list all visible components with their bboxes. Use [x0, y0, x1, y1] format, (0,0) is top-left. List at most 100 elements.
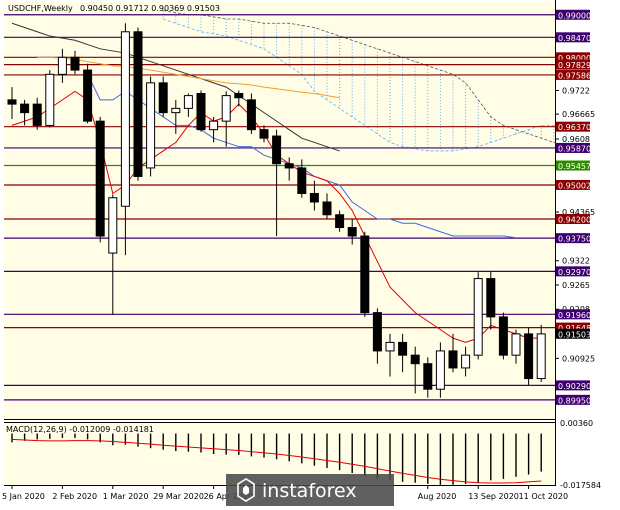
candle — [234, 90, 244, 107]
level-badge — [556, 142, 590, 153]
candle — [133, 27, 143, 181]
price-tick-label: 0.9322 — [562, 257, 590, 266]
ichimoku-cloud — [162, 10, 567, 152]
level-badge-label: 0.99000 — [558, 11, 591, 20]
level-badge-label: 0.98470 — [558, 34, 591, 43]
candle-body-bull — [108, 197, 118, 254]
time-tick-label: 5 Jan 2020 — [2, 492, 45, 501]
level-badge-label: 0.94200 — [558, 216, 591, 225]
candle-body-bear — [158, 82, 168, 114]
candle — [536, 324, 546, 382]
candle-body-bull — [385, 341, 395, 352]
cloud-span-b — [163, 18, 567, 152]
candle-body-bull — [45, 73, 55, 126]
candle-body-bear — [297, 167, 307, 194]
candle — [347, 219, 357, 245]
candle-body-bear — [7, 99, 17, 105]
candle-body-bear — [95, 120, 105, 237]
candle-body-bear — [448, 350, 458, 369]
candle-body-bear — [335, 214, 345, 229]
candle — [7, 87, 17, 120]
level-badge — [556, 9, 590, 20]
candle-body-bull — [473, 278, 483, 356]
time-tick-label: 2 Feb 2020 — [52, 492, 97, 501]
time-tick-label: 1 Mar 2020 — [103, 492, 149, 501]
candle-body-bear — [234, 92, 244, 99]
ohlc-label: 0.90450 0.91712 0.90369 0.91503 — [80, 4, 220, 13]
candle-body-bear — [133, 31, 143, 177]
level-badge-label: 0.91960 — [558, 311, 591, 320]
level-badge — [556, 214, 590, 225]
ma-black-line — [11, 22, 340, 152]
candle — [498, 312, 508, 360]
level-badge — [556, 179, 590, 190]
level-badge — [556, 59, 590, 70]
candle — [259, 125, 269, 143]
candle-body-bear — [372, 312, 382, 352]
macd-signal-line — [11, 438, 542, 484]
candle-body-bear — [284, 163, 294, 169]
candle — [297, 159, 307, 198]
level-badge-label: 0.95870 — [558, 144, 591, 153]
price-tick-label: 0.94365 — [562, 208, 595, 217]
candle — [372, 308, 382, 364]
candle-body-bull — [221, 95, 231, 122]
price-tick-label: 0.9722 — [562, 87, 590, 96]
candle — [183, 93, 193, 117]
candle — [284, 157, 294, 181]
candle — [511, 329, 521, 364]
level-badge-label: 0.89950 — [558, 396, 591, 405]
level-badge-label: 0.95457 — [558, 162, 591, 171]
level-badge — [556, 52, 590, 63]
price-tick-label: 0.96665 — [562, 110, 595, 119]
level-badge-label: 0.95002 — [558, 181, 591, 190]
chart-header: USDCHF,Weekly 0.90450 0.91712 0.90369 0.… — [8, 4, 220, 13]
level-badge — [556, 380, 590, 391]
level-badge-label: 0.96370 — [558, 123, 591, 132]
level-badge-label: 0.91648 — [558, 324, 591, 333]
candle — [57, 48, 67, 83]
candle — [385, 333, 395, 377]
candle-body-bull — [57, 56, 67, 75]
ma-orange-line — [37, 56, 340, 99]
candle — [95, 116, 105, 243]
candle-body-bull — [171, 107, 181, 114]
watermark-text: instaforex — [262, 480, 357, 502]
candle — [32, 97, 42, 130]
level-badge-label: 0.90290 — [558, 382, 591, 391]
candle-body-bear — [246, 99, 256, 131]
level-badge — [556, 394, 590, 405]
level-badge-label: 0.91503 — [558, 330, 591, 339]
candle-body-bear — [83, 69, 93, 122]
candle-body-bear — [272, 135, 282, 165]
time-tick-label: 13 Sep 2020 — [468, 492, 519, 501]
watermark-logo-icon — [237, 478, 255, 502]
candle-body-bear — [259, 129, 269, 139]
level-badge — [556, 121, 590, 132]
candle-body-bull — [146, 82, 156, 169]
level-badge — [556, 328, 590, 339]
level-badge — [556, 233, 590, 244]
symbol-label: USDCHF,Weekly — [8, 4, 73, 13]
candle — [120, 23, 130, 256]
candle — [360, 231, 370, 317]
price-scale — [556, 0, 620, 506]
time-tick-label: 11 Oct 2020 — [519, 492, 568, 501]
candle — [423, 357, 433, 398]
candle — [322, 193, 332, 220]
candle — [20, 99, 30, 126]
candle-body-bear — [524, 333, 534, 380]
candle-body-bear — [322, 201, 332, 216]
candle — [209, 116, 219, 143]
candle — [246, 93, 256, 134]
candle — [309, 180, 319, 211]
candle-body-bear — [196, 92, 206, 131]
candle-body-bull — [461, 354, 471, 369]
level-badge-label: 0.97829 — [558, 61, 591, 70]
candle — [196, 90, 206, 132]
level-badge — [556, 32, 590, 43]
candle-body-bull — [511, 333, 521, 356]
